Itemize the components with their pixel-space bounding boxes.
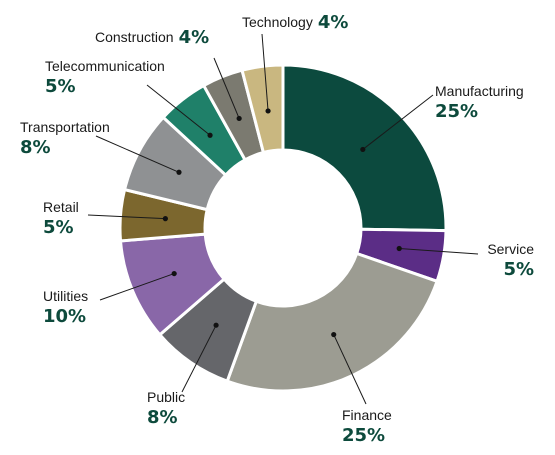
slice-label-service: Service 5% [487,241,534,280]
slice-percent-telecommunication: 5% [45,76,76,97]
slice-finance [225,252,439,393]
slice-label-transportation: Transportation 8% [20,119,110,158]
leader-line-retail [87,214,166,220]
slice-percent-finance: 25% [342,425,385,446]
slice-name-construction: Construction [95,29,174,45]
slice-label-telecommunication: Telecommunication 5% [45,58,165,97]
slice-name-service: Service [487,241,534,257]
slice-percent-retail: 5% [43,217,74,238]
slice-label-utilities: Utilities 10% [43,288,88,327]
slice-name-finance: Finance [342,407,392,423]
leader-line-finance [333,334,367,405]
leader-line-telecommunication [146,84,211,136]
leader-dot-transportation [176,169,182,175]
slice-label-manufacturing: Manufacturing 25% [435,83,524,122]
leader-dot-public [213,322,219,328]
slice-percent-manufacturing: 25% [435,101,478,122]
leader-dot-finance [331,331,337,338]
leader-line-construction [213,57,240,119]
slices-layer [118,63,448,393]
slice-name-transportation: Transportation [20,119,110,135]
slice-name-telecommunication: Telecommunication [45,58,165,74]
slice-percent-transportation: 8% [20,137,51,158]
slice-label-public: Public 8% [147,389,185,428]
slice-label-finance: Finance 25% [342,407,392,446]
leader-dot-telecommunication [207,132,213,138]
slice-name-public: Public [147,389,185,405]
leader-dot-utilities [171,270,177,277]
slice-name-retail: Retail [43,199,79,215]
leader-line-utilities [99,273,175,301]
slice-label-retail: Retail 5% [43,199,79,238]
slice-percent-construction: 4% [179,27,210,48]
slice-percent-service: 5% [503,259,534,280]
slice-name-utilities: Utilities [43,288,88,304]
slice-percent-technology: 4% [318,12,349,33]
slice-label-construction: Construction 4% [95,27,209,48]
slice-technology [240,63,285,154]
leader-dot-technology [265,108,271,114]
leader-line-manufacturing [362,94,434,150]
leader-dot-retail [162,216,168,222]
leader-dot-manufacturing [360,146,366,153]
leader-line-technology [261,33,269,111]
leader-dot-service [396,245,402,252]
leaders-layer [87,33,479,405]
slice-name-manufacturing: Manufacturing [435,83,524,99]
leader-line-transportation [95,135,180,173]
slice-percent-utilities: 10% [43,306,86,327]
slice-name-technology: Technology [242,14,313,30]
slice-percent-public: 8% [147,407,178,428]
leader-dot-construction [236,115,242,122]
slice-label-technology: Technology 4% [242,12,348,33]
leader-line-service [399,247,479,255]
leader-line-public [181,324,217,393]
labels-layer: Manufacturing 25% Service 5% Finance 25% Publi… [20,12,534,446]
